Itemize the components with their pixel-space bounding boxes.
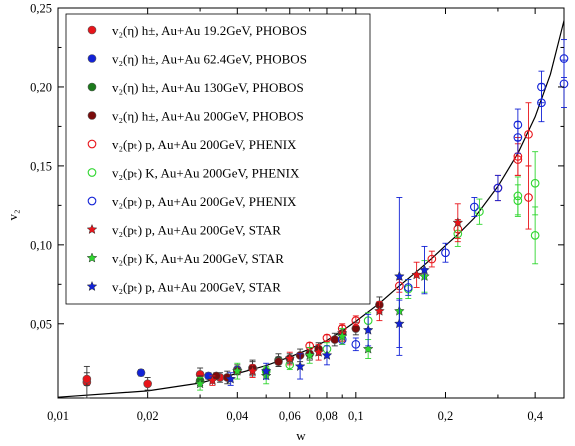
data-point — [559, 54, 569, 63]
legend-label: v₂(pₜ) p, Au+Au 200GeV, STAR — [112, 223, 281, 238]
legend-label: v₂(pₜ) p, Au+Au 200GeV, STAR — [112, 280, 281, 295]
legend-label: v₂(η) h±, Au+Au 19.2GeV, PHOBOS — [112, 23, 307, 38]
series-8 — [207, 203, 464, 386]
data-point — [427, 254, 437, 264]
data-point — [351, 316, 361, 325]
x-axis-title: w — [296, 428, 306, 443]
legend-marker — [87, 139, 97, 149]
data-point — [274, 357, 283, 366]
y-tick-label: 0,25 — [30, 2, 52, 16]
data-point — [513, 191, 523, 201]
series-10 — [225, 197, 430, 386]
data-point — [260, 365, 272, 376]
legend-marker — [86, 280, 98, 292]
data-point — [194, 378, 206, 389]
data-point — [336, 330, 348, 342]
legend-box — [65, 13, 371, 305]
legend-entry: v₂(η) h±, Au+Au 130GeV, PHOBOS — [87, 80, 304, 95]
data-point — [419, 264, 430, 275]
legend-marker — [86, 252, 98, 263]
data-point — [403, 283, 413, 292]
y-tick-label: 0,15 — [30, 159, 52, 173]
legend-label: v₂(pₜ) p, Au+Au 200GeV, PHENIX — [112, 137, 297, 152]
legend-label: v₂(η) h±, Au+Au 62.4GeV, PHOBOS — [112, 52, 307, 67]
data-point — [475, 207, 484, 217]
legend-entry: v₂(η) h±, Au+Au 62.4GeV, PHOBOS — [87, 52, 307, 67]
data-point — [207, 374, 218, 386]
legend-entry: v₂(pₜ) p, Au+Au 200GeV, PHENIX — [87, 194, 297, 209]
legend-entry: v₂(pₜ) p, Au+Au 200GeV, STAR — [86, 223, 281, 238]
x-tick-label: 0,08 — [316, 409, 338, 423]
data-point — [362, 343, 374, 354]
data-point — [294, 360, 306, 372]
data-points-layer — [82, 39, 569, 399]
axes-layer: 0,01 0,02 0,04 0,06 0,08 0,1 0,2 0,4 0,05 0,10 0,1… — [5, 2, 564, 443]
series-7 — [337, 39, 569, 352]
legend-label: v₂(η) h±, Au+Au 200GeV, PHOBOS — [112, 109, 304, 124]
legend-label: v₂(pₜ) K, Au+Au 200GeV, PHENIX — [112, 166, 300, 181]
data-point — [284, 352, 296, 364]
legend-marker — [87, 54, 97, 63]
y-tick-label: 0,10 — [30, 238, 52, 252]
y-tick-label: 0,05 — [30, 317, 52, 331]
legend-entry: v₂(pₜ) p, Au+Au 200GeV, STAR — [86, 280, 281, 295]
data-point — [322, 333, 332, 343]
x-tick-label: 0,01 — [47, 409, 69, 423]
data-point — [374, 305, 385, 316]
data-point — [231, 365, 243, 376]
legend-marker — [87, 196, 97, 206]
legend-label: v₂(η) h±, Au+Au 130GeV, PHOBOS — [112, 80, 304, 95]
data-point — [530, 231, 540, 240]
x-tick-label: 0,06 — [279, 409, 301, 423]
data-point — [313, 346, 325, 357]
data-point — [411, 269, 423, 280]
x-tick-label: 0,2 — [438, 409, 454, 423]
legend-marker — [87, 111, 97, 120]
data-point — [304, 349, 316, 360]
data-point — [362, 324, 374, 335]
data-point — [321, 349, 333, 360]
data-point — [441, 248, 450, 258]
y-axis-title: v₂ — [5, 209, 20, 220]
legend-marker — [87, 25, 97, 35]
data-point — [493, 183, 503, 193]
legend-entry: v₂(pₜ) K, Au+Au 200GeV, PHENIX — [87, 166, 300, 181]
legend: v₂(η) h±, Au+Au 19.2GeV, PHOBOS v₂(η) h±,… — [65, 13, 371, 305]
data-point — [225, 373, 237, 384]
data-point — [247, 365, 258, 376]
data-point — [537, 82, 546, 92]
plot-area-border — [57, 7, 565, 399]
legend-label: v₂(pₜ) p, Au+Au 200GeV, PHENIX — [112, 194, 297, 209]
data-point — [530, 178, 540, 188]
data-point — [136, 368, 146, 378]
data-point — [524, 129, 533, 139]
data-point — [330, 335, 340, 344]
data-point — [452, 217, 464, 228]
x-tick-label: 0,1 — [348, 409, 364, 423]
x-tick-label: 0,4 — [527, 409, 543, 423]
data-point — [513, 120, 523, 130]
data-point — [143, 379, 152, 389]
data-point — [82, 374, 92, 384]
legend-entry: v₂(pₜ) p, Au+Au 200GeV, PHENIX — [87, 137, 297, 152]
legend-entry: v₂(η) h±, Au+Au 200GeV, PHOBOS — [87, 109, 304, 124]
legend-marker — [86, 223, 98, 235]
x-tick-label: 0,04 — [226, 409, 249, 423]
y-tick-label: 0,20 — [30, 80, 52, 94]
data-point — [559, 79, 569, 89]
data-point — [351, 339, 361, 349]
data-point — [524, 193, 533, 202]
legend-label: v₂(pₜ) K, Au+Au 200GeV, STAR — [112, 251, 284, 266]
data-point — [393, 270, 405, 282]
data-point — [469, 202, 479, 212]
legend-marker — [87, 168, 97, 177]
plot-frame — [57, 7, 565, 399]
legend-marker — [87, 82, 97, 92]
x-tick-label: 0,02 — [137, 409, 159, 423]
legend-entry: v₂(pₜ) K, Au+Au 200GeV, STAR — [86, 251, 284, 266]
legend-entry: v₂(η) h±, Au+Au 19.2GeV, PHOBOS — [87, 23, 307, 38]
